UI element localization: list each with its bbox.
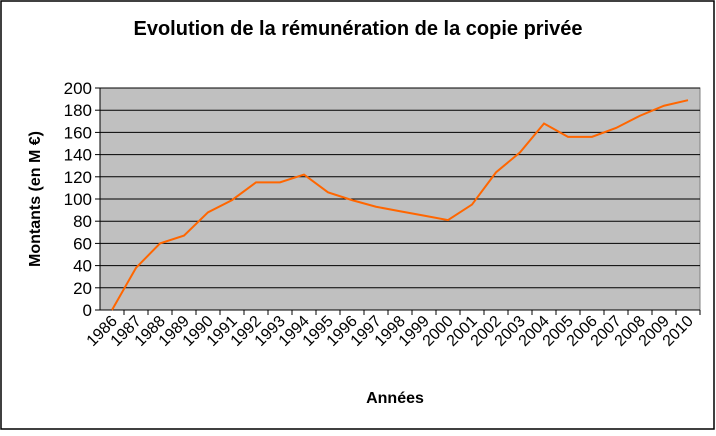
y-tick-label: 60 <box>73 234 92 253</box>
y-tick-label: 40 <box>73 257 92 276</box>
y-tick-label: 200 <box>64 79 92 98</box>
y-tick-label: 180 <box>64 101 92 120</box>
series-line <box>111 99 689 311</box>
y-axis-label: Montants (en M €) <box>27 131 44 267</box>
y-tick-label: 20 <box>73 279 92 298</box>
x-axis-label: Années <box>366 390 424 407</box>
y-tick-label: 160 <box>64 123 92 142</box>
y-tick-label: 120 <box>64 168 92 187</box>
chart-title: Evolution de la rémunération de la copie… <box>133 18 582 40</box>
y-tick-label: 100 <box>64 190 92 209</box>
y-tick-label: 80 <box>73 212 92 231</box>
y-tick-label: 140 <box>64 146 92 165</box>
y-tick-label: 0 <box>83 301 92 320</box>
